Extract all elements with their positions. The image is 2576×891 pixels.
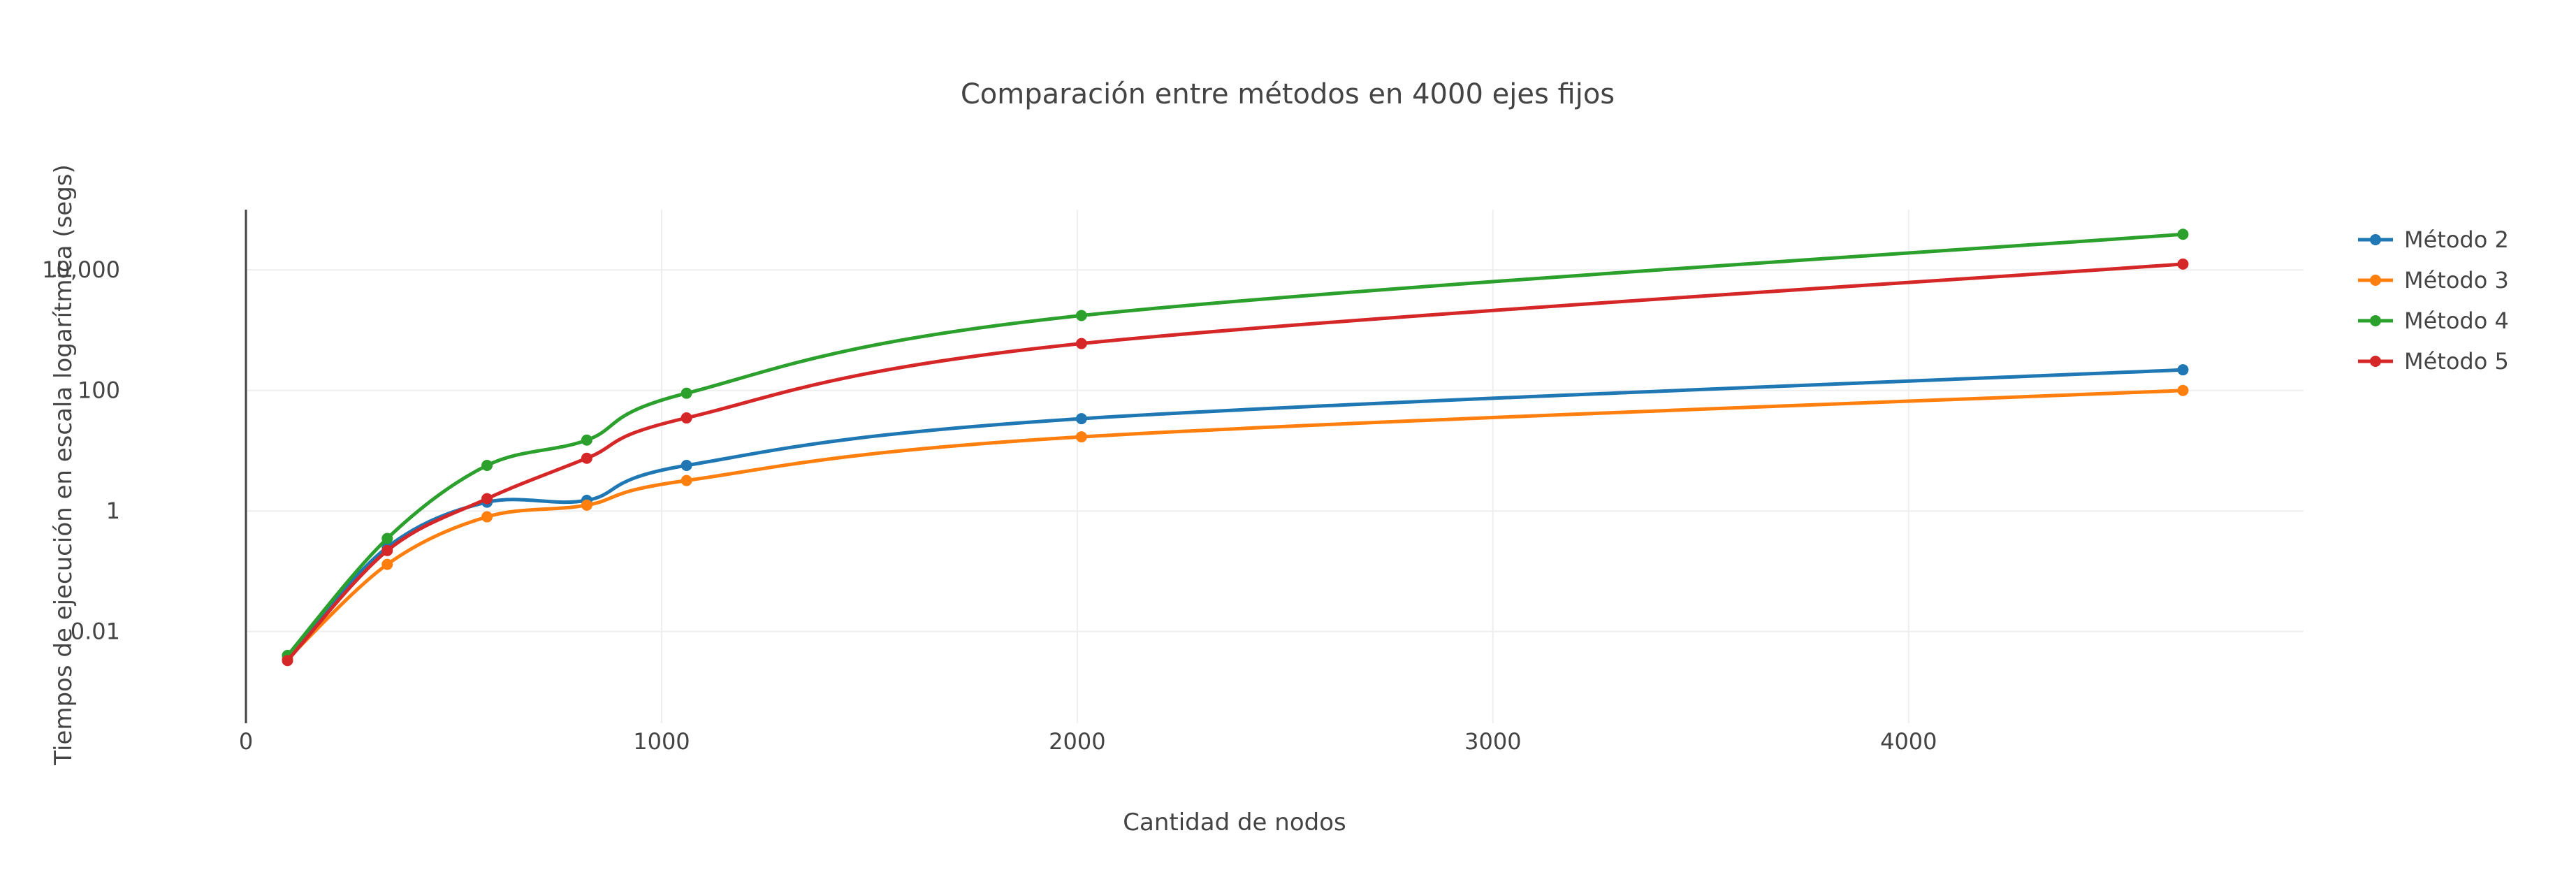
data-point bbox=[681, 475, 692, 486]
data-point bbox=[381, 558, 393, 570]
y-tick-label: 10,000 bbox=[42, 256, 120, 283]
data-point bbox=[2177, 229, 2189, 240]
series-line bbox=[286, 262, 2185, 662]
legend-label: Método 2 bbox=[2404, 226, 2509, 253]
data-point bbox=[381, 544, 393, 556]
chart-title: Comparación entre métodos en 4000 ejes f… bbox=[961, 78, 1615, 110]
data-point bbox=[1075, 338, 1087, 349]
y-tick-label: 0.01 bbox=[71, 618, 120, 645]
data-point bbox=[681, 412, 692, 424]
data-point bbox=[2177, 258, 2189, 270]
data-point bbox=[681, 387, 692, 399]
legend-label: Método 3 bbox=[2404, 267, 2509, 294]
series-line bbox=[286, 368, 2185, 658]
legend-item[interactable]: Método 5 bbox=[2358, 348, 2509, 375]
data-point bbox=[481, 460, 493, 472]
data-point bbox=[282, 655, 293, 667]
y-tick-label: 100 bbox=[78, 377, 120, 404]
grid bbox=[246, 210, 2304, 723]
series-3 bbox=[282, 229, 2189, 661]
data-point bbox=[2177, 384, 2189, 396]
series-2 bbox=[282, 384, 2189, 665]
legend-swatch-marker bbox=[2370, 315, 2381, 326]
x-tick-label: 3000 bbox=[1464, 728, 1521, 755]
data-point bbox=[381, 533, 393, 544]
legend-swatch-marker bbox=[2370, 275, 2381, 286]
data-point bbox=[1075, 310, 1087, 321]
x-tick-label: 0 bbox=[239, 728, 253, 755]
x-tick-label: 2000 bbox=[1049, 728, 1105, 755]
x-tick-label: 1000 bbox=[633, 728, 690, 755]
data-point bbox=[2177, 364, 2189, 376]
data-point bbox=[481, 493, 493, 505]
data-point bbox=[1075, 413, 1087, 425]
series-line bbox=[286, 232, 2185, 658]
x-axis-title: Cantidad de nodos bbox=[1123, 809, 1346, 836]
legend-swatch-marker bbox=[2370, 234, 2381, 245]
axes: 0 1000 2000 3000 4000 0.01 1 100 10,000 bbox=[42, 210, 1937, 755]
legend: Método 2 Método 3 Método 4 Método 5 bbox=[2358, 226, 2509, 375]
x-tick-label: 4000 bbox=[1880, 728, 1937, 755]
series-4 bbox=[282, 258, 2189, 667]
data-point bbox=[481, 511, 493, 523]
legend-swatch-marker bbox=[2370, 356, 2381, 367]
legend-label: Método 5 bbox=[2404, 348, 2509, 375]
series-line bbox=[286, 389, 2185, 661]
data-point bbox=[581, 434, 592, 446]
data-point bbox=[1075, 431, 1087, 443]
series-layer bbox=[282, 229, 2189, 667]
legend-item[interactable]: Método 4 bbox=[2358, 307, 2509, 334]
data-point bbox=[681, 460, 692, 472]
legend-label: Método 4 bbox=[2404, 307, 2509, 334]
data-point bbox=[581, 452, 592, 464]
data-point bbox=[581, 499, 592, 511]
y-axis-title: Tiempos de ejecución en escala logarítmi… bbox=[50, 164, 78, 766]
series-1 bbox=[282, 364, 2189, 661]
y-tick-label: 1 bbox=[106, 498, 120, 524]
legend-item[interactable]: Método 3 bbox=[2358, 267, 2509, 294]
legend-item[interactable]: Método 2 bbox=[2358, 226, 2509, 253]
